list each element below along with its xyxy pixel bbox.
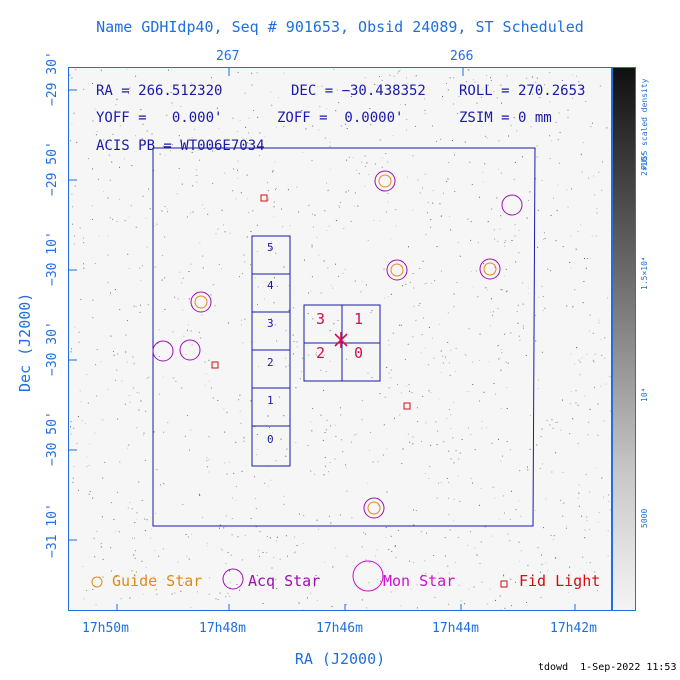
- fid-lights: [211, 194, 411, 410]
- param-yoff: YOFF = 0.000': [96, 110, 223, 126]
- param-ra: RA = 266.512320: [96, 83, 223, 99]
- x-tick-label: 17h42m: [550, 621, 597, 636]
- plot-area: 5 4 3 2 1 0 3 1 2 0 RA = 266.512320 DEC …: [68, 67, 612, 611]
- y-tick-label: −30 10': [45, 231, 60, 286]
- ccd-label: 3: [316, 310, 326, 328]
- ccd-label: 2: [267, 356, 274, 369]
- acis-s-array: [251, 235, 291, 467]
- y-tick-label: −29 30': [45, 51, 60, 106]
- figure-title: Name GDHIdp40, Seq # 901653, Obsid 24089…: [96, 18, 584, 36]
- star-field: [69, 68, 611, 610]
- pointing-marker: [334, 332, 348, 348]
- legend-symbols: [91, 560, 508, 592]
- legend-fid-light: Fid Light: [519, 572, 601, 590]
- ccd-label: 5: [267, 241, 274, 254]
- param-roll: ROLL = 270.2653: [459, 83, 586, 99]
- ccd-label: 2: [316, 344, 326, 362]
- x-tick-label: 17h46m: [316, 621, 363, 636]
- legend-acq-star: Acq Star: [248, 572, 321, 590]
- y-tick-label: −29 50': [45, 141, 60, 196]
- y-tick-label: −31 10': [45, 503, 60, 558]
- y-tick-label: −30 30': [45, 321, 60, 376]
- ccd-label: 0: [267, 433, 274, 446]
- x-tick-label: 17h44m: [432, 621, 479, 636]
- x-axis-label: RA (J2000): [294, 650, 386, 668]
- param-zsim: ZSIM = 0 mm: [459, 110, 552, 126]
- ccd-label: 1: [354, 310, 364, 328]
- ccd-label: 4: [267, 279, 274, 292]
- star-markers: [152, 170, 523, 519]
- y-tick-label: −30 50': [45, 411, 60, 466]
- param-zoff: ZOFF = 0.0000': [277, 110, 404, 126]
- acis-i-array: [303, 304, 381, 382]
- top-tick-267: 267: [216, 49, 240, 64]
- param-dec: DEC = −30.438352: [291, 83, 426, 99]
- param-acis: ACIS PB = WT006E7034: [96, 138, 265, 154]
- legend-guide-star: Guide Star: [112, 572, 203, 590]
- colorbar-tick: 10⁴: [640, 387, 649, 402]
- colorbar-tick: 2×10⁴: [640, 151, 649, 176]
- legend-mon-star: Mon Star: [383, 572, 456, 590]
- x-tick-label: 17h48m: [199, 621, 246, 636]
- top-tick-266: 266: [450, 49, 474, 64]
- ccd-label: 3: [267, 317, 274, 330]
- x-tick-label: 17h50m: [82, 621, 129, 636]
- colorbar-tick: 5000: [640, 508, 649, 528]
- colorbar: [612, 67, 636, 611]
- timestamp-footer: tdowd 1-Sep-2022 11:53: [538, 662, 677, 673]
- y-axis-label: Dec (J2000): [16, 292, 34, 392]
- background-noise: [69, 68, 611, 610]
- ccd-label: 0: [354, 344, 364, 362]
- field-of-view-box: [152, 147, 536, 527]
- ccd-label: 1: [267, 394, 274, 407]
- colorbar-tick: 1.5×10⁴: [640, 256, 649, 290]
- axis-ticks: [69, 68, 576, 610]
